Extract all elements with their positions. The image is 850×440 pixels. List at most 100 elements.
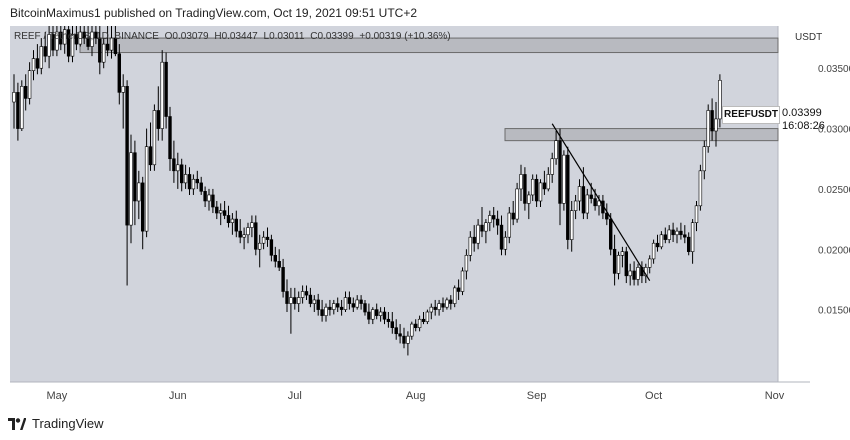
candle-body (663, 234, 668, 240)
candle (569, 200, 574, 252)
candle-body (102, 43, 106, 63)
candle-body (683, 234, 687, 238)
candle (698, 164, 703, 211)
candle-body (628, 270, 632, 277)
candle (530, 174, 535, 201)
candle (371, 307, 375, 325)
candle (265, 227, 270, 247)
candle-body (31, 58, 36, 71)
time-tick-label: Oct (645, 390, 662, 402)
candle-body (187, 174, 192, 190)
candle (429, 303, 433, 320)
candle (152, 104, 157, 171)
candle (386, 312, 391, 328)
candle-body (491, 215, 496, 220)
candle (156, 86, 160, 141)
candle (23, 74, 28, 111)
candle (499, 215, 504, 256)
candle-body (230, 218, 235, 224)
candle-body (261, 236, 266, 244)
candle (316, 293, 320, 316)
candle-body (144, 146, 149, 232)
candle-body (456, 287, 461, 292)
candle-body (47, 34, 51, 57)
candle-body (550, 158, 554, 175)
candle-body (675, 230, 679, 236)
candle (464, 249, 469, 280)
candle-body (74, 34, 79, 45)
candle-body (655, 242, 660, 248)
candle-body (90, 31, 94, 47)
candle-body (211, 194, 215, 208)
candle (616, 251, 621, 280)
candle-body (632, 270, 636, 280)
candle-body (433, 306, 437, 310)
candle (12, 74, 16, 129)
candle-body (133, 152, 137, 202)
candle (534, 174, 539, 208)
time-tick-label: Jul (288, 390, 302, 402)
candle (694, 200, 699, 232)
candle (433, 299, 437, 316)
candle-body (269, 239, 274, 256)
candle (343, 291, 348, 313)
tradingview-brand[interactable]: TradingView (8, 416, 104, 431)
candle-body (215, 206, 219, 214)
candle-body (332, 303, 336, 310)
candle-body (569, 210, 574, 240)
candle-body (484, 222, 488, 232)
time-ticks: May Jun Jul Aug Sep Oct Nov (47, 390, 785, 402)
candle (328, 299, 332, 316)
candle-body (476, 224, 480, 244)
candle (324, 303, 328, 322)
candle (176, 152, 180, 189)
tradingview-logo-icon (8, 417, 26, 430)
candle-body (480, 224, 484, 232)
candle-body (172, 158, 176, 172)
candle-body (449, 299, 453, 304)
candle (43, 32, 47, 63)
candle-body (234, 218, 238, 232)
candle (20, 80, 24, 131)
candle (515, 182, 519, 223)
candle-body (679, 230, 683, 236)
candle-body (589, 194, 593, 199)
candle (472, 225, 476, 252)
candle-body (382, 311, 387, 320)
candle (234, 210, 238, 238)
candle-body (429, 306, 433, 313)
candle (347, 291, 352, 310)
candle (558, 128, 562, 226)
candle (254, 215, 258, 256)
time-tick-label: Sep (527, 390, 547, 402)
candle (710, 98, 714, 141)
candle-body (671, 229, 675, 236)
candle-body (296, 297, 301, 304)
candle-body (23, 86, 28, 99)
candle-body (141, 182, 145, 232)
candle-body (242, 234, 246, 238)
candle (82, 26, 86, 45)
candle (690, 219, 695, 264)
candle (238, 219, 242, 244)
candle (686, 232, 691, 256)
candle (335, 297, 340, 313)
candle (90, 26, 94, 57)
candle-body (503, 236, 508, 250)
price-tick-label: 0.03500 (818, 64, 850, 75)
candle (296, 291, 301, 313)
candle-body (624, 251, 629, 277)
candle (612, 234, 617, 286)
candle-body (390, 321, 394, 328)
candle (359, 295, 363, 310)
candle (573, 194, 578, 220)
candle-body (546, 174, 551, 190)
candle-body (530, 178, 535, 196)
candle (452, 285, 457, 308)
candle (144, 128, 149, 238)
resistance-zone (504, 128, 779, 142)
candle-body (238, 230, 242, 238)
candle-body (573, 200, 578, 211)
